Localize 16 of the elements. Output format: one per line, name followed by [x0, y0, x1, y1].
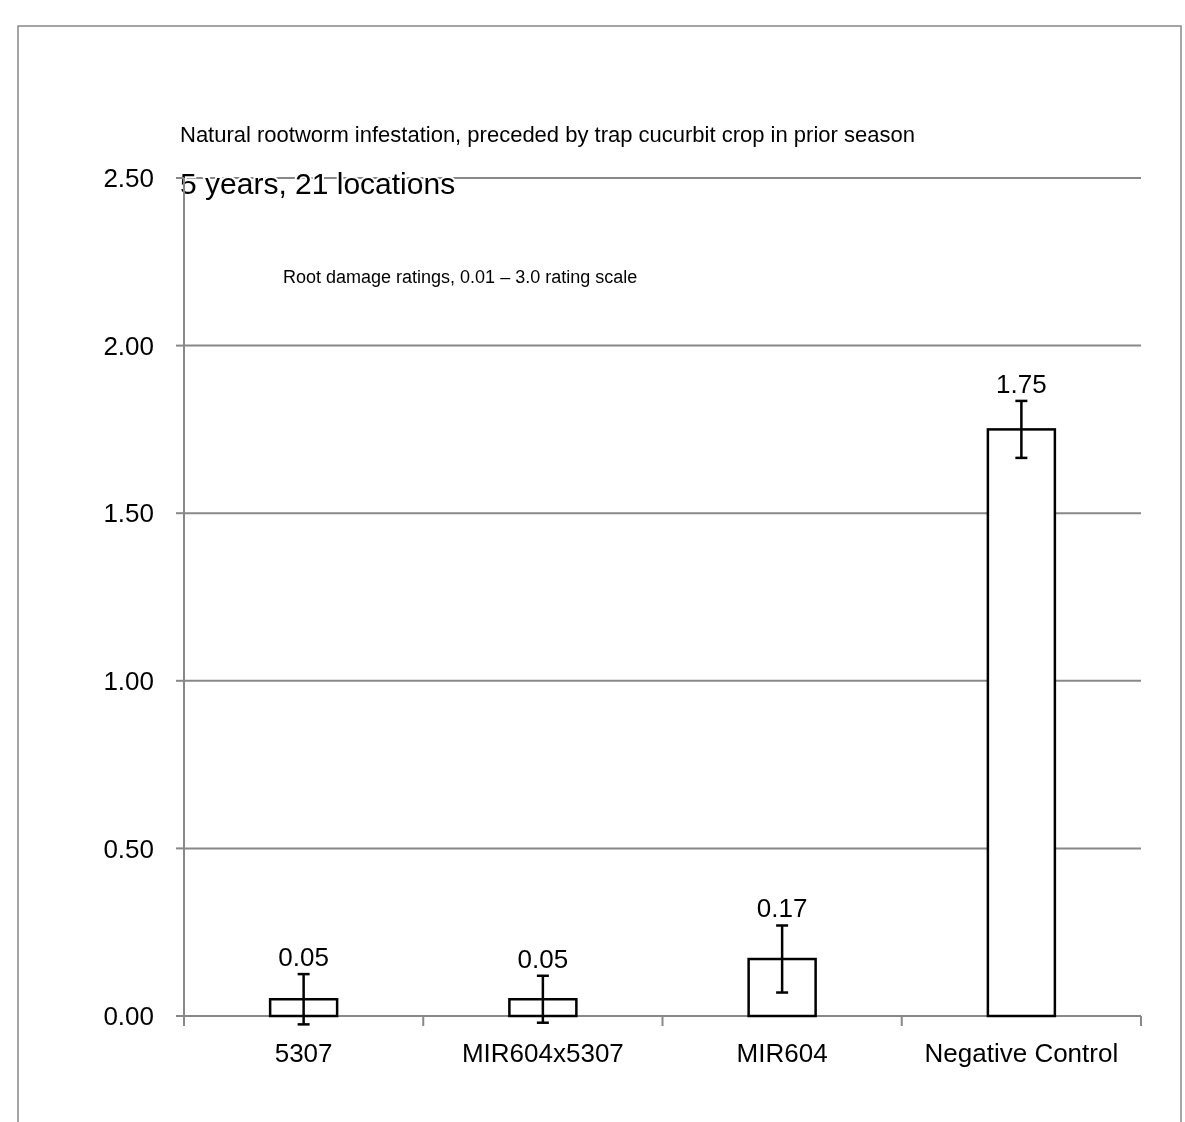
x-tick-label: MIR604	[736, 1038, 828, 1069]
data-label: 0.17	[756, 893, 808, 924]
x-tick-label: 5307	[274, 1038, 333, 1069]
y-tick-label: 1.50	[103, 498, 154, 529]
y-tick-label: 0.50	[103, 833, 154, 864]
data-label: 0.05	[278, 942, 329, 973]
y-tick-label: 0.00	[103, 1001, 154, 1032]
y-tick-label: 2.50	[103, 163, 154, 194]
chart-title: Natural rootworm infestation, preceded by trap cucurbit crop in prior season	[180, 122, 915, 147]
y-tick-label: 1.00	[103, 665, 154, 696]
x-tick-label: Negative Control	[924, 1038, 1119, 1069]
annotation: Root damage ratings, 0.01 – 3.0 rating scale	[283, 267, 638, 287]
x-tick-label: MIR604x5307	[461, 1038, 624, 1069]
data-label: 1.75	[996, 368, 1047, 399]
y-tick-label: 2.00	[103, 330, 154, 361]
data-label: 0.05	[517, 943, 569, 974]
